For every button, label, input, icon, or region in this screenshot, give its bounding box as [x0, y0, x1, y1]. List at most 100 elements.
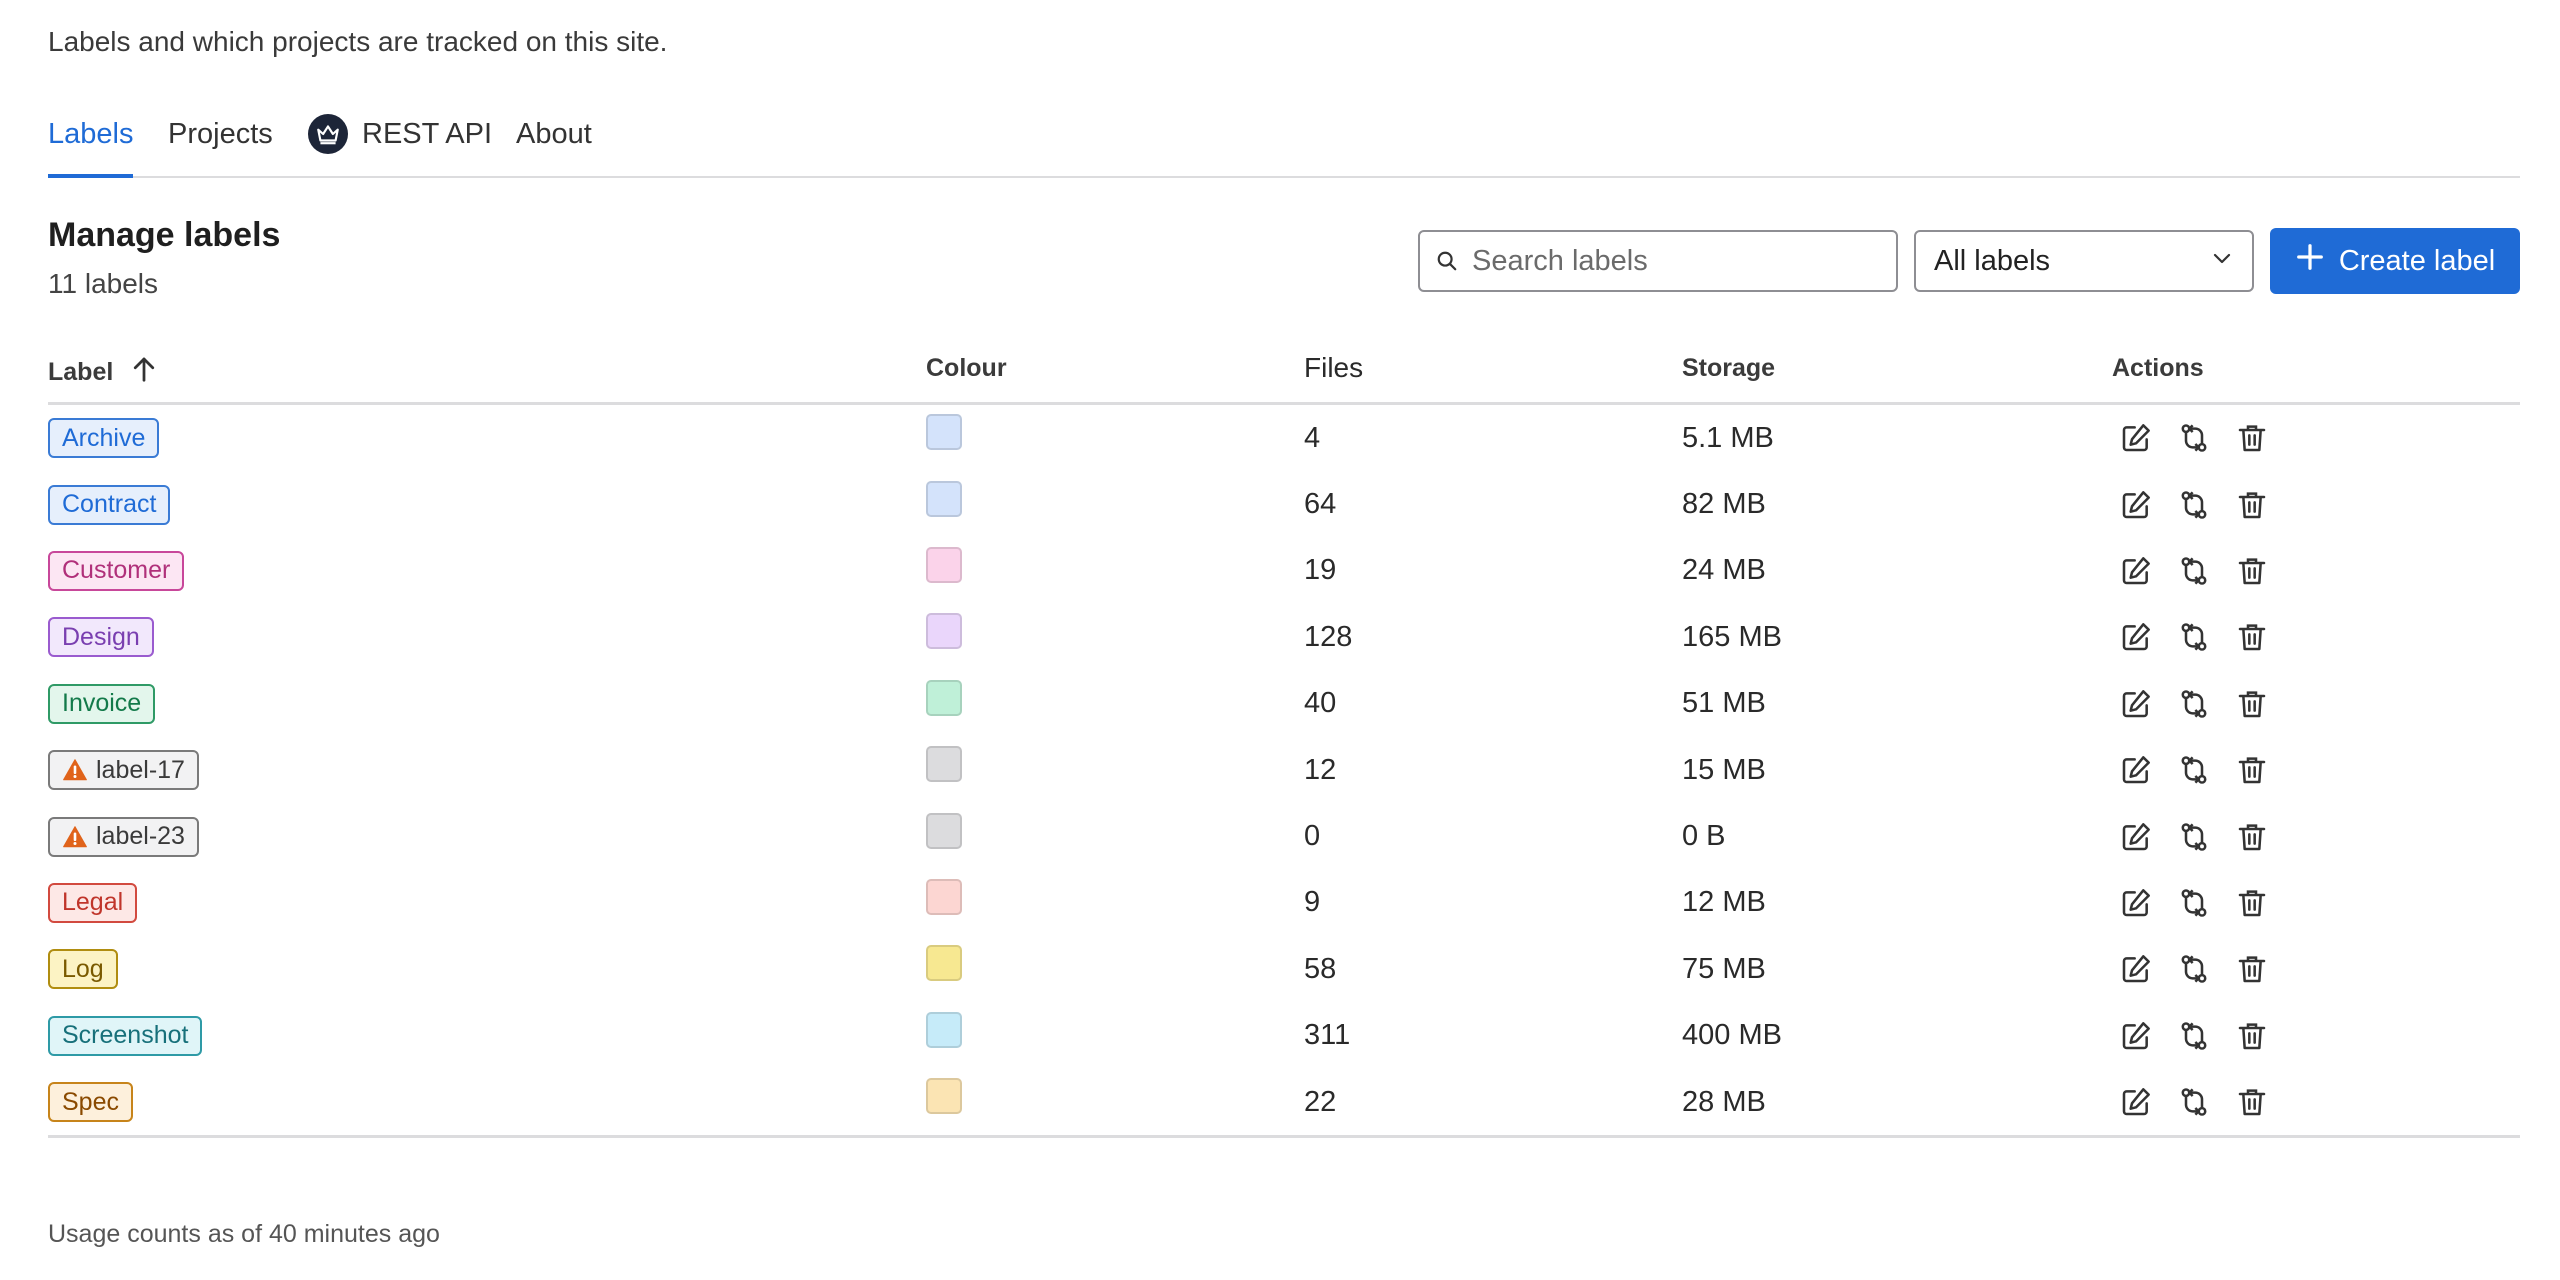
- column-header-actions: Actions: [2112, 354, 2204, 382]
- actions-cell: [2120, 803, 2268, 869]
- label-cell: Screenshot: [48, 1003, 203, 1069]
- trash-icon[interactable]: [2236, 953, 2268, 985]
- table-row: label-17 12 15 MB: [48, 737, 2520, 803]
- label-chip[interactable]: Screenshot: [48, 1015, 203, 1056]
- label-chip[interactable]: Customer: [48, 550, 185, 591]
- storage-size: 15 MB: [1682, 753, 1766, 786]
- tab-labels[interactable]: Labels: [48, 118, 134, 178]
- label-filter-select[interactable]: All labels: [1914, 230, 2254, 292]
- colour-cell: [926, 471, 962, 537]
- table-row: Screenshot 311 400 MB: [48, 1003, 2520, 1069]
- edit-icon[interactable]: [2120, 688, 2152, 720]
- colour-cell: [926, 870, 962, 936]
- actions-cell: [2120, 737, 2268, 803]
- edit-icon[interactable]: [2120, 1086, 2152, 1118]
- storage-size: 400 MB: [1682, 1019, 1782, 1052]
- merge-icon[interactable]: [2178, 555, 2210, 587]
- trash-icon[interactable]: [2236, 1020, 2268, 1052]
- label-name: Log: [62, 954, 104, 983]
- page-subtitle: Labels and which projects are tracked on…: [48, 26, 668, 57]
- table-row: Design 128 165 MB: [48, 604, 2520, 670]
- trash-icon[interactable]: [2236, 688, 2268, 720]
- merge-icon[interactable]: [2178, 953, 2210, 985]
- tab-bar: Labels Projects REST API About: [48, 114, 2520, 178]
- tab-rest-api[interactable]: REST API: [308, 114, 492, 176]
- label-chip[interactable]: Design: [48, 617, 154, 658]
- label-count: 11 labels: [48, 268, 159, 299]
- table-row: Archive 4 5.1 MB: [48, 405, 2520, 471]
- colour-swatch[interactable]: [926, 746, 962, 783]
- colour-swatch[interactable]: [926, 1078, 962, 1115]
- merge-icon[interactable]: [2178, 754, 2210, 786]
- search-input[interactable]: [1472, 244, 1882, 278]
- create-label-button[interactable]: Create label: [2270, 228, 2520, 294]
- edit-icon[interactable]: [2120, 555, 2152, 587]
- colour-swatch[interactable]: [926, 945, 962, 982]
- trash-icon[interactable]: [2236, 1086, 2268, 1118]
- label-cell: Customer: [48, 538, 185, 604]
- label-chip[interactable]: Archive: [48, 418, 160, 459]
- labels-table-body: Archive 4 5.1 MB Contract 64 82 MB Customer 19 2…: [48, 405, 2520, 1139]
- label-chip[interactable]: label-23: [48, 816, 199, 857]
- label-name: label-23: [96, 822, 185, 851]
- edit-icon[interactable]: [2120, 821, 2152, 853]
- actions-cell: [2120, 604, 2268, 670]
- trash-icon[interactable]: [2236, 887, 2268, 919]
- trash-icon[interactable]: [2236, 555, 2268, 587]
- actions-cell: [2120, 1069, 2268, 1135]
- label-name: Design: [62, 622, 140, 651]
- trash-icon[interactable]: [2236, 621, 2268, 653]
- colour-swatch[interactable]: [926, 613, 962, 650]
- edit-icon[interactable]: [2120, 887, 2152, 919]
- storage-size: 165 MB: [1682, 620, 1782, 653]
- colour-swatch[interactable]: [926, 679, 962, 716]
- edit-icon[interactable]: [2120, 489, 2152, 521]
- merge-icon[interactable]: [2178, 489, 2210, 521]
- merge-icon[interactable]: [2178, 1020, 2210, 1052]
- colour-swatch[interactable]: [926, 878, 962, 915]
- edit-icon[interactable]: [2120, 754, 2152, 786]
- colour-swatch[interactable]: [926, 414, 962, 451]
- merge-icon[interactable]: [2178, 422, 2210, 454]
- label-chip[interactable]: label-17: [48, 750, 199, 791]
- colour-cell: [926, 803, 962, 869]
- warning-icon: [62, 757, 88, 783]
- trash-icon[interactable]: [2236, 821, 2268, 853]
- table-row: Contract 64 82 MB: [48, 471, 2520, 537]
- trash-icon[interactable]: [2236, 422, 2268, 454]
- trash-icon[interactable]: [2236, 489, 2268, 521]
- tab-projects[interactable]: Projects: [168, 118, 273, 150]
- storage-size: 24 MB: [1682, 554, 1766, 587]
- files-count: 40: [1304, 687, 1337, 720]
- colour-swatch[interactable]: [926, 812, 962, 849]
- label-chip[interactable]: Legal: [48, 882, 138, 923]
- label-chip[interactable]: Invoice: [48, 683, 156, 724]
- edit-icon[interactable]: [2120, 422, 2152, 454]
- label-chip[interactable]: Spec: [48, 1082, 133, 1123]
- tab-about[interactable]: About: [516, 118, 592, 150]
- colour-swatch[interactable]: [926, 1011, 962, 1048]
- actions-cell: [2120, 1003, 2268, 1069]
- merge-icon[interactable]: [2178, 887, 2210, 919]
- files-count: 4: [1304, 421, 1321, 454]
- colour-swatch[interactable]: [926, 546, 962, 583]
- trash-icon[interactable]: [2236, 754, 2268, 786]
- colour-swatch[interactable]: [926, 480, 962, 517]
- files-count: 311: [1304, 1019, 1351, 1052]
- label-chip[interactable]: Log: [48, 949, 118, 990]
- colour-cell: [926, 737, 962, 803]
- label-cell: Legal: [48, 870, 138, 936]
- search-box[interactable]: [1418, 230, 1898, 292]
- label-chip[interactable]: Contract: [48, 484, 171, 525]
- merge-icon[interactable]: [2178, 821, 2210, 853]
- merge-icon[interactable]: [2178, 1086, 2210, 1118]
- actions-cell: [2120, 936, 2268, 1002]
- merge-icon[interactable]: [2178, 688, 2210, 720]
- edit-icon[interactable]: [2120, 953, 2152, 985]
- plus-icon: [2295, 242, 2325, 280]
- edit-icon[interactable]: [2120, 1020, 2152, 1052]
- column-header-label[interactable]: Label: [48, 354, 159, 391]
- edit-icon[interactable]: [2120, 621, 2152, 653]
- label-name: Spec: [62, 1087, 119, 1116]
- merge-icon[interactable]: [2178, 621, 2210, 653]
